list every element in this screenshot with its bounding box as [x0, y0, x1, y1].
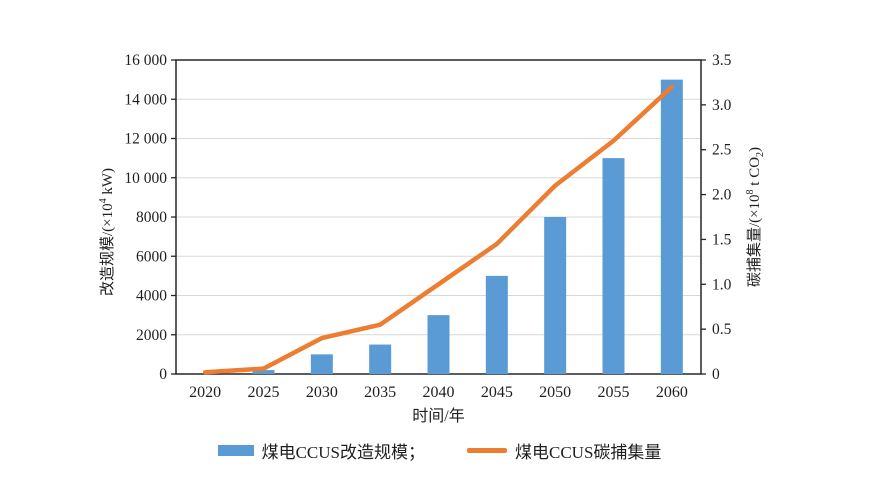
right-axis-tick-label: 2.5	[712, 142, 732, 159]
right-axis-tick-label: 0.5	[712, 321, 732, 338]
bar-2055	[602, 158, 625, 374]
x-axis-title: 时间/年	[412, 407, 464, 425]
bar-2050	[544, 217, 567, 374]
x-axis-tick-label: 2050	[539, 384, 571, 401]
left-axis-tick-label: 12 000	[124, 131, 167, 148]
bar-2045	[485, 275, 508, 374]
x-axis-tick-label: 2030	[306, 384, 338, 401]
x-axis-tick-label: 2055	[598, 384, 630, 401]
x-axis-tick-label: 2040	[423, 384, 455, 401]
x-axis-tick-label: 2020	[189, 384, 221, 401]
x-axis-tick-label: 2035	[364, 384, 396, 401]
bar-2035	[369, 344, 392, 374]
bar-2060	[660, 79, 683, 374]
right-axis-tick-label: 1.5	[712, 231, 732, 248]
legend-line-label: 煤电CCUS碳捕集量	[515, 443, 662, 462]
left-axis-tick-label: 8000	[136, 209, 167, 226]
legend-item-bar: 煤电CCUS改造规模；	[217, 438, 425, 463]
right-axis-tick-label: 3.5	[712, 52, 732, 69]
left-axis-tick-label: 16 000	[124, 52, 167, 69]
left-axis-tick-label: 14 000	[124, 91, 167, 108]
legend-item-line: 煤电CCUS碳捕集量	[467, 438, 661, 463]
left-axis-tick-label: 2000	[136, 327, 167, 344]
left-axis-tick-label: 0	[159, 366, 167, 383]
x-axis-tick-label: 2045	[481, 384, 513, 401]
chart-legend: 煤电CCUS改造规模； 煤电CCUS碳捕集量	[0, 438, 879, 463]
right-axis-tick-label: 3.0	[712, 97, 732, 114]
bar-2025	[252, 370, 275, 374]
right-axis-tick-label: 2.0	[712, 187, 732, 204]
bar-2040	[427, 315, 450, 374]
bar-swatch-icon	[217, 445, 254, 456]
legend-bar-label: 煤电CCUS改造规模；	[261, 443, 425, 462]
bar-2030	[310, 354, 333, 374]
line-swatch-icon	[467, 448, 507, 453]
left-axis-tick-label: 10 000	[124, 170, 167, 187]
x-axis-tick-label: 2025	[248, 384, 280, 401]
right-axis-tick-label: 1.0	[712, 276, 732, 293]
x-axis-tick-label: 2060	[656, 384, 688, 401]
right-axis-tick-label: 0	[712, 366, 720, 383]
capture-line	[202, 84, 675, 375]
left-axis-title: 改造规模/(×104 kW)	[98, 168, 116, 296]
left-axis-tick-label: 6000	[136, 248, 167, 265]
right-axis-title: 碳捕集量/(×108 t CO2)	[745, 147, 766, 287]
left-axis-tick-label: 4000	[136, 288, 167, 305]
